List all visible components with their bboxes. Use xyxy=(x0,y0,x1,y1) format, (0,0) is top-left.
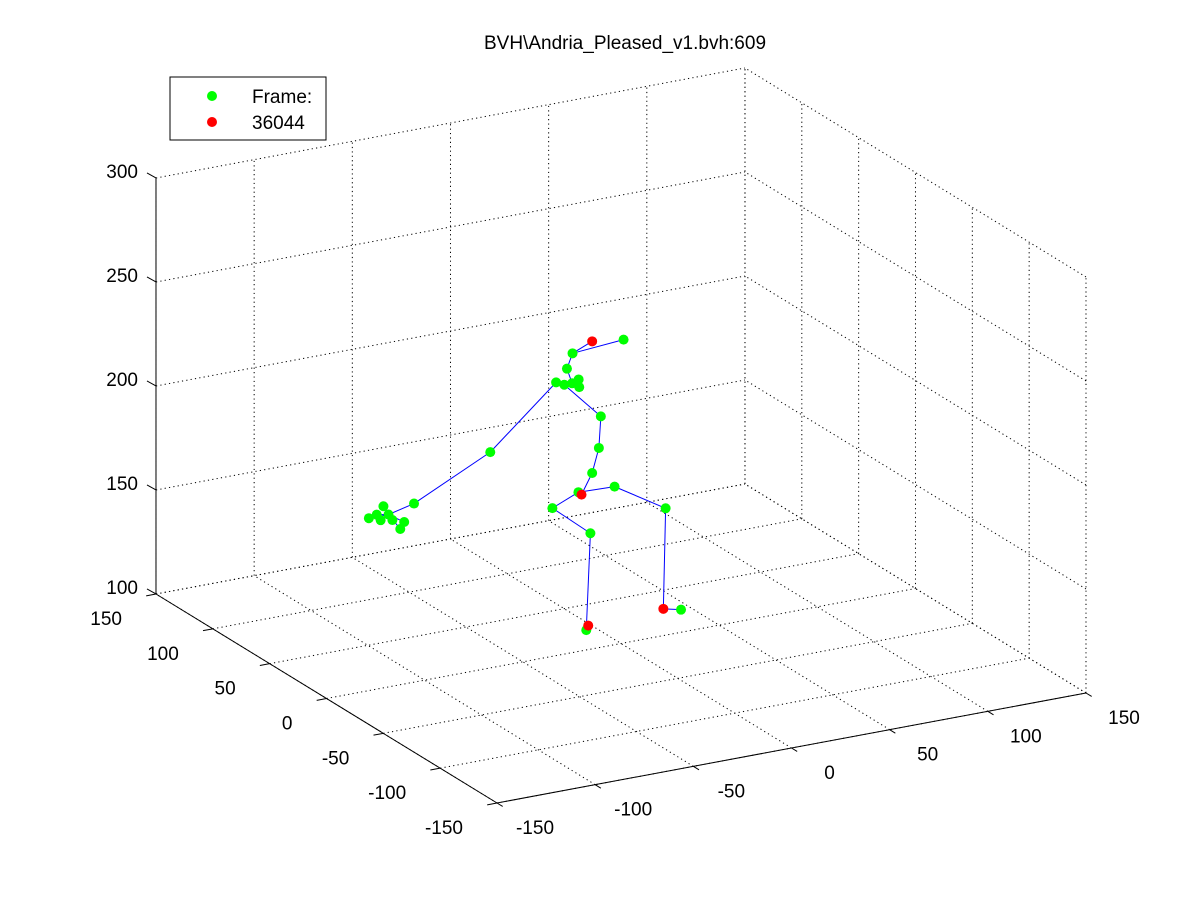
bone-rupleg-rleg xyxy=(615,487,666,509)
grid-line-floor-y xyxy=(383,623,972,733)
joint-head xyxy=(568,348,578,358)
z-tick xyxy=(147,589,156,594)
z-tick xyxy=(147,381,156,386)
joint-spine1 xyxy=(594,443,604,453)
bone-rleg-rfoot xyxy=(663,508,665,609)
x-tick xyxy=(595,785,601,788)
y-tick-label: -150 xyxy=(425,818,463,839)
x-tick-label: 50 xyxy=(917,745,938,766)
grid-line-floor-x xyxy=(254,576,595,785)
grid-line-side-z xyxy=(745,68,1086,277)
joint-lleg xyxy=(585,528,595,538)
legend[interactable]: Frame: 36044 xyxy=(170,77,326,140)
bone-lleg-lfoot xyxy=(586,533,590,630)
joint-rleg xyxy=(661,503,671,513)
joint-head_end xyxy=(587,336,597,346)
grid-line-back-z xyxy=(156,380,745,490)
joint-rhand6 xyxy=(378,501,388,511)
x-tick-label: -100 xyxy=(614,800,652,821)
y-tick xyxy=(317,698,327,700)
x-tick xyxy=(791,748,797,751)
joint-spine xyxy=(587,468,597,478)
joint-rfoot xyxy=(658,604,668,614)
x-tick-label: -50 xyxy=(718,781,745,802)
y-tick-label: -100 xyxy=(368,783,406,804)
z-tick-label: 200 xyxy=(106,370,138,391)
joint-hips_end xyxy=(577,490,587,500)
joint-rforearm xyxy=(409,499,419,509)
grid-line-floor-x xyxy=(647,502,988,711)
z-tick-label: 300 xyxy=(106,162,138,183)
y-tick-label: 0 xyxy=(282,713,293,734)
grid-line-floor-x xyxy=(549,521,890,730)
joint-clavicle xyxy=(574,374,584,384)
x-tick-label: 100 xyxy=(1010,726,1042,747)
grid-line-floor-x xyxy=(352,557,693,766)
grid-line-back-z xyxy=(156,484,745,594)
joint-lupleg xyxy=(547,503,557,513)
x-tick-label: -150 xyxy=(516,818,554,839)
grid-line-floor-y xyxy=(440,658,1029,768)
joint-face xyxy=(619,335,629,345)
bone-head-face xyxy=(573,340,624,354)
axes: -150 -100 -50 0 50 100 150 -150 -100 -50 0 50 100 150… xyxy=(90,162,1140,839)
y-tick-label: -50 xyxy=(322,748,349,769)
y-tick xyxy=(203,629,213,631)
y-tick xyxy=(430,768,440,770)
joint-rhand7 xyxy=(364,513,374,523)
y-tick-label: 150 xyxy=(90,609,122,630)
x-tick xyxy=(890,730,896,733)
grid-line-floor-y xyxy=(213,519,802,629)
legend-label-frame: Frame: xyxy=(252,87,312,108)
y-tick-label: 100 xyxy=(147,644,179,665)
z-tick-label: 100 xyxy=(106,578,138,599)
y-tick xyxy=(487,803,497,805)
grid-line-floor-y xyxy=(270,554,859,664)
z-tick xyxy=(147,277,156,282)
legend-marker-frame xyxy=(207,91,217,101)
grid-line-side-z xyxy=(745,172,1086,381)
joint-lshoulder xyxy=(551,377,561,387)
x-tick-label: 0 xyxy=(824,763,835,784)
joint-neck xyxy=(562,364,572,374)
x-tick xyxy=(497,803,503,806)
z-tick xyxy=(147,173,156,178)
joint-rtoe xyxy=(676,605,686,615)
joint-rhand8 xyxy=(399,517,409,527)
y-tick-label: 50 xyxy=(215,679,236,700)
chart-title: BVH\Andria_Pleased_v1.bvh:609 xyxy=(484,33,766,54)
joint-rupleg xyxy=(610,482,620,492)
y-tick xyxy=(374,733,384,735)
z-tick-label: 150 xyxy=(106,474,138,495)
grid-line-floor-y xyxy=(326,588,915,698)
y-tick xyxy=(260,664,270,666)
skeleton-joints xyxy=(364,335,686,635)
joint-rhand3 xyxy=(387,515,397,525)
joint-lfoot_end xyxy=(583,621,593,631)
legend-marker-frame-number xyxy=(207,117,217,127)
x-tick xyxy=(693,766,699,769)
bone-rarm-rforearm xyxy=(414,452,490,503)
skeleton-bones xyxy=(369,340,681,630)
y-tick xyxy=(146,594,156,596)
z-tick xyxy=(147,485,156,490)
x-tick-label: 150 xyxy=(1108,708,1140,729)
z-tick-label: 250 xyxy=(106,266,138,287)
legend-label-frame-number: 36044 xyxy=(252,113,305,134)
joint-spine2 xyxy=(596,411,606,421)
x-tick xyxy=(988,711,994,714)
bone-lupleg-lleg xyxy=(552,508,590,533)
joint-rarm xyxy=(485,447,495,457)
grid-lines xyxy=(156,68,1086,803)
x-tick xyxy=(1086,693,1092,696)
